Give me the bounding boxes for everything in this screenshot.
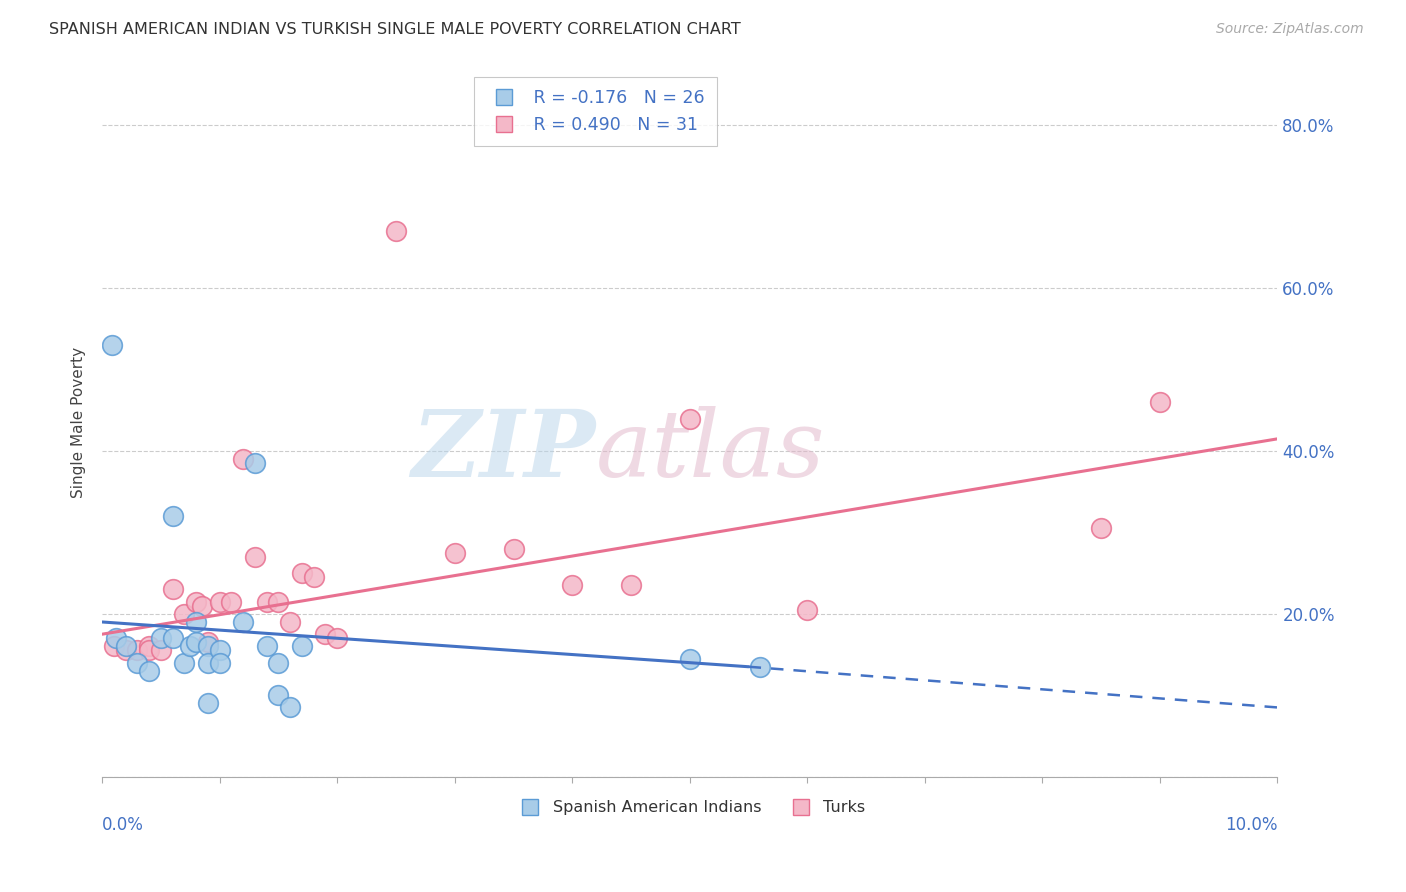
Point — [267, 594, 290, 608]
Point — [162, 582, 184, 597]
Text: 0.0%: 0.0% — [103, 815, 143, 833]
Point — [149, 643, 172, 657]
Point — [162, 509, 184, 524]
Point — [302, 570, 325, 584]
Point — [315, 627, 337, 641]
Point — [149, 632, 172, 646]
Text: SPANISH AMERICAN INDIAN VS TURKISH SINGLE MALE POVERTY CORRELATION CHART: SPANISH AMERICAN INDIAN VS TURKISH SINGL… — [49, 22, 741, 37]
Point — [138, 643, 160, 657]
Point — [103, 640, 125, 654]
Point — [138, 664, 160, 678]
Point — [796, 603, 818, 617]
Point — [105, 632, 128, 646]
Point — [197, 635, 219, 649]
Point — [197, 697, 219, 711]
Point — [278, 700, 301, 714]
Point — [186, 594, 208, 608]
Point — [291, 566, 314, 581]
Point — [173, 607, 195, 621]
Point — [326, 632, 349, 646]
Point — [267, 656, 290, 670]
Point — [179, 640, 201, 654]
Point — [162, 632, 184, 646]
Point — [197, 640, 219, 654]
Point — [256, 594, 278, 608]
Text: Source: ZipAtlas.com: Source: ZipAtlas.com — [1216, 22, 1364, 37]
Point — [208, 594, 231, 608]
Text: ZIP: ZIP — [412, 406, 596, 496]
Point — [197, 656, 219, 670]
Point — [243, 456, 266, 470]
Point — [749, 659, 772, 673]
Point — [173, 656, 195, 670]
Point — [256, 640, 278, 654]
Point — [1149, 395, 1171, 409]
Legend: Spanish American Indians, Turks: Spanish American Indians, Turks — [508, 794, 872, 822]
Point — [443, 546, 465, 560]
Point — [138, 640, 160, 654]
Point — [278, 615, 301, 629]
Point — [186, 615, 208, 629]
Point — [127, 643, 149, 657]
Point — [291, 640, 314, 654]
Y-axis label: Single Male Poverty: Single Male Poverty — [72, 347, 86, 498]
Text: atlas: atlas — [596, 406, 825, 496]
Point — [620, 578, 643, 592]
Point — [243, 549, 266, 564]
Point — [267, 688, 290, 702]
Point — [561, 578, 583, 592]
Point — [127, 656, 149, 670]
Point — [191, 599, 214, 613]
Point — [114, 643, 136, 657]
Point — [385, 224, 408, 238]
Point — [114, 640, 136, 654]
Point — [232, 615, 254, 629]
Point — [221, 594, 243, 608]
Point — [232, 452, 254, 467]
Point — [208, 643, 231, 657]
Point — [186, 635, 208, 649]
Point — [679, 651, 702, 665]
Point — [1090, 521, 1112, 535]
Point — [208, 656, 231, 670]
Text: 10.0%: 10.0% — [1225, 815, 1278, 833]
Point — [100, 338, 122, 352]
Point — [679, 411, 702, 425]
Point — [502, 541, 524, 556]
